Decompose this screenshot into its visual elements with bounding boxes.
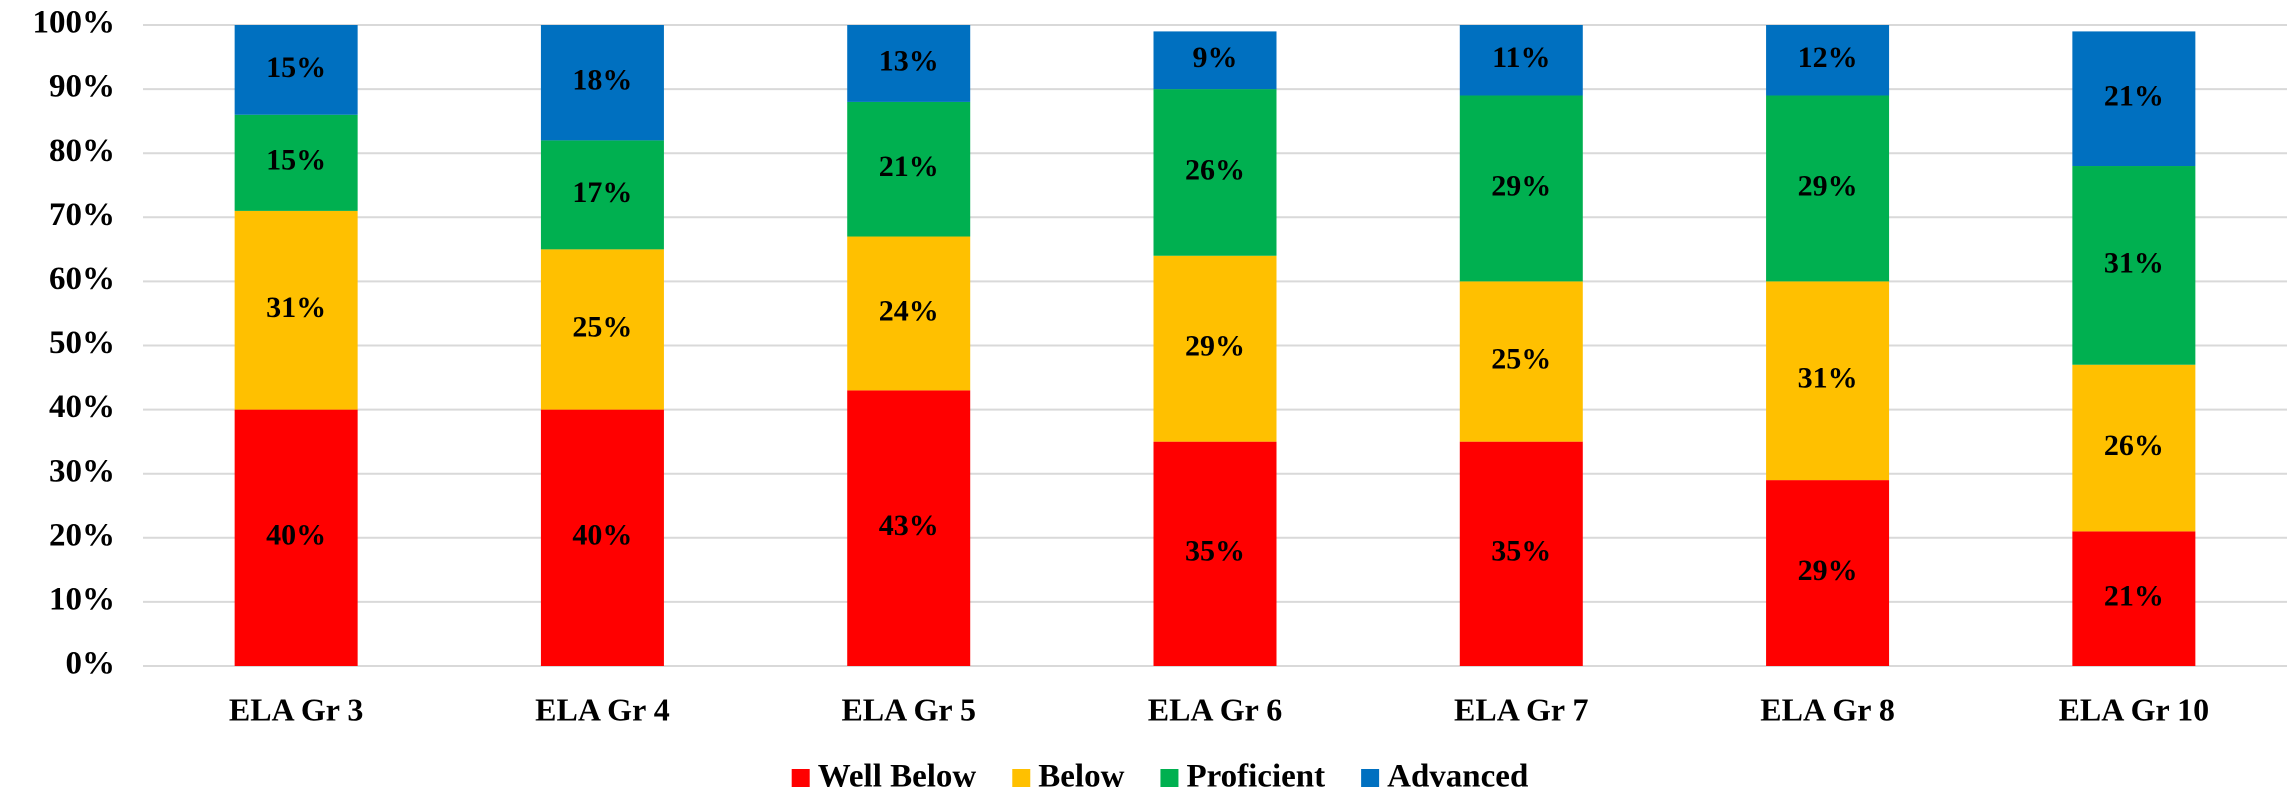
- y-tick-label: 40%: [49, 389, 115, 425]
- bar-segment: [234, 210, 358, 410]
- bars: [234, 25, 2196, 666]
- bar-segment: [1766, 25, 1890, 96]
- data-label: 24%: [879, 294, 939, 327]
- bar-segment: [2072, 531, 2196, 666]
- data-label: 29%: [1798, 554, 1858, 587]
- data-label: 35%: [1185, 535, 1245, 568]
- y-tick-label: 60%: [49, 261, 115, 297]
- data-label: 29%: [1491, 169, 1551, 202]
- x-tick-label: ELA Gr 8: [1760, 691, 1895, 727]
- legend-swatch: [1361, 769, 1380, 787]
- bar-segment: [1153, 255, 1277, 442]
- x-tick-label: ELA Gr 10: [2059, 691, 2210, 727]
- bar-segment: [847, 236, 971, 391]
- bar-segment: [540, 25, 664, 141]
- bar-segment: [1153, 89, 1277, 256]
- data-label: 21%: [2104, 580, 2164, 613]
- data-label: 15%: [266, 51, 326, 84]
- bar-segment: [847, 390, 971, 666]
- bar-segment: [1459, 441, 1583, 666]
- bar-segment: [2072, 166, 2196, 365]
- bar-segment: [1766, 480, 1890, 666]
- x-tick-label: ELA Gr 6: [1148, 691, 1283, 727]
- bar-segment: [540, 409, 664, 666]
- data-label: 29%: [1185, 330, 1245, 363]
- y-tick-label: 90%: [49, 69, 115, 105]
- y-tick-label: 10%: [49, 581, 115, 617]
- data-label: 21%: [2104, 80, 2164, 113]
- legend: Well Below Below Proficient Advanced: [791, 759, 1528, 795]
- bar-segment: [2072, 31, 2196, 167]
- legend-label: Well Below: [818, 759, 977, 795]
- data-label: 29%: [1798, 169, 1858, 202]
- legend-label: Advanced: [1387, 759, 1528, 795]
- data-label: 43%: [879, 509, 939, 542]
- x-tick-label: ELA Gr 4: [535, 691, 670, 727]
- bar-segment: [234, 25, 358, 115]
- data-label: 18%: [572, 64, 632, 97]
- data-label: 9%: [1193, 41, 1238, 74]
- legend-swatch: [1012, 769, 1031, 787]
- data-label: 31%: [1798, 362, 1858, 395]
- legend-label: Proficient: [1186, 759, 1325, 795]
- y-tick-label: 20%: [49, 517, 115, 553]
- legend-label: Below: [1038, 759, 1124, 795]
- bar-segment: [540, 249, 664, 410]
- data-label: 12%: [1798, 41, 1858, 74]
- bar-segment: [1153, 31, 1277, 90]
- bar-segment: [1766, 95, 1890, 282]
- data-label: 40%: [266, 519, 326, 552]
- y-tick-label: 0%: [66, 646, 116, 682]
- data-label: 15%: [266, 144, 326, 177]
- y-tick-label: 80%: [49, 133, 115, 169]
- y-tick-label: 100%: [33, 5, 116, 41]
- legend-swatch: [1160, 769, 1179, 787]
- bar-segment: [1459, 25, 1583, 96]
- data-label: 13%: [879, 44, 939, 77]
- bar-segment: [1153, 441, 1277, 666]
- y-tick-label: 50%: [49, 325, 115, 361]
- bar-segment: [1459, 95, 1583, 282]
- bar-segment: [2072, 364, 2196, 532]
- bar-segment: [540, 140, 664, 250]
- bar-segment: [1459, 281, 1583, 442]
- y-tick-label: 70%: [49, 197, 115, 233]
- data-label: 21%: [879, 150, 939, 183]
- data-label: 11%: [1492, 41, 1550, 74]
- data-label: 26%: [1185, 153, 1245, 186]
- data-label: 25%: [572, 310, 632, 343]
- data-label: 25%: [1491, 342, 1551, 375]
- bar-segment: [234, 409, 358, 666]
- x-tick-label: ELA Gr 5: [841, 691, 976, 727]
- bar-segment: [1766, 281, 1890, 481]
- y-tick-label: 30%: [49, 453, 115, 489]
- data-label: 35%: [1491, 535, 1551, 568]
- x-tick-label: ELA Gr 7: [1454, 691, 1589, 727]
- x-tick-label: ELA Gr 3: [229, 691, 364, 727]
- labels: 0% 10% 20% 30% 40% 50% 60% 70% 80% 90% 100% ELA Gr …: [33, 5, 2210, 728]
- bar-segment: [847, 101, 971, 237]
- data-label: 31%: [2104, 246, 2164, 279]
- bar-segment: [847, 25, 971, 102]
- bar-segment: [234, 114, 358, 211]
- data-label: 31%: [266, 291, 326, 324]
- legend-swatch: [791, 769, 810, 787]
- data-label: 26%: [2104, 429, 2164, 462]
- data-label: 17%: [572, 176, 632, 209]
- data-label: 40%: [572, 519, 632, 552]
